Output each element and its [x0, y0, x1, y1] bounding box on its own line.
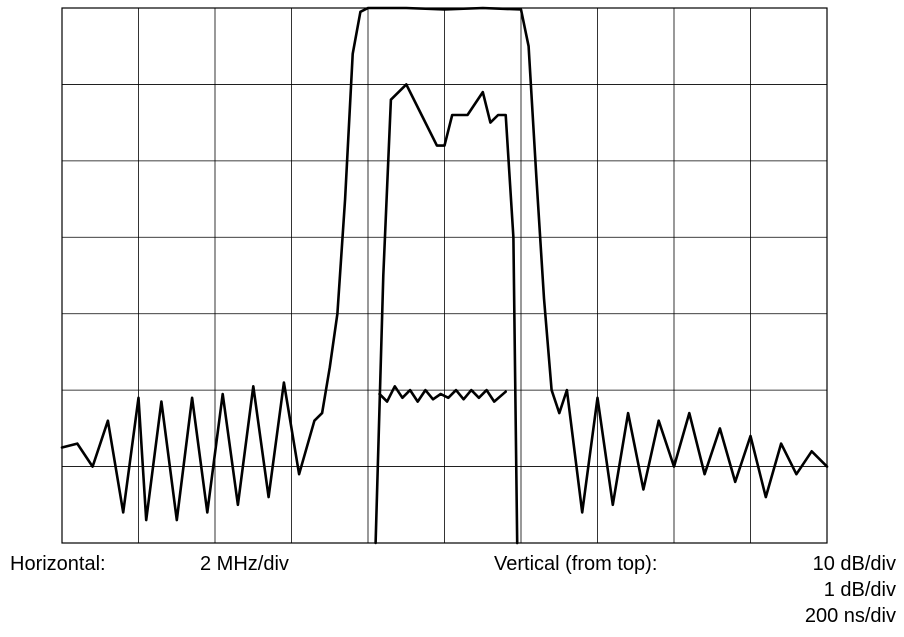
group-delay-trace	[378, 385, 507, 403]
vertical-scale-2: 1 dB/div	[823, 579, 896, 601]
horizontal-label: Horizontal:	[10, 553, 106, 575]
vertical-scale-1: 10 dB/div	[812, 553, 896, 575]
grid	[62, 8, 827, 543]
amplitude-trace	[60, 6, 829, 522]
filter-response-chart	[60, 6, 829, 545]
passband-trace	[374, 83, 519, 545]
plot-frame	[61, 7, 828, 544]
horizontal-scale: 2 MHz/div	[200, 553, 289, 575]
traces	[60, 6, 829, 545]
vertical-label: Vertical (from top):	[494, 553, 658, 575]
vertical-scale-3: 200 ns/div	[804, 605, 896, 627]
